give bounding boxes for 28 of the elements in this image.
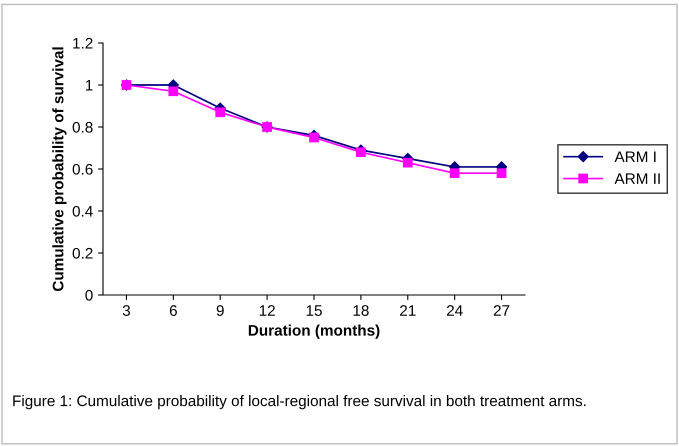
y-tick-label: 0.8 bbox=[72, 122, 93, 133]
y-tick-label: 1.2 bbox=[73, 38, 93, 49]
y-tick-label: 0 bbox=[85, 290, 93, 301]
legend-label: ARM II bbox=[614, 173, 660, 184]
point bbox=[450, 168, 460, 178]
x-tick-label: 18 bbox=[354, 305, 369, 316]
point bbox=[168, 86, 178, 96]
legend-label: ARM I bbox=[614, 152, 656, 162]
caption: Figure 1: Cumulative probability of local-regional free survival in both treatment arms. bbox=[13, 395, 586, 410]
point bbox=[356, 147, 366, 158]
x-tick-label: 9 bbox=[216, 305, 224, 316]
x-tick-label: 6 bbox=[170, 305, 177, 316]
y-axis-title: Cumulative probability of survival bbox=[52, 47, 66, 292]
y-tick-label: 0.2 bbox=[72, 248, 93, 259]
x-tick-label: 15 bbox=[306, 305, 322, 316]
point bbox=[496, 168, 506, 178]
point bbox=[215, 107, 226, 118]
point bbox=[402, 158, 413, 168]
x-tick-label: 27 bbox=[494, 305, 510, 316]
y-tick-label: 0.4 bbox=[72, 206, 93, 217]
y-tick-label: 0.6 bbox=[72, 164, 93, 175]
y-tick-label: 1 bbox=[86, 80, 93, 91]
x-tick-label: 12 bbox=[260, 305, 275, 316]
x-tick-label: 21 bbox=[400, 305, 416, 316]
x-tick-label: 3 bbox=[122, 305, 130, 316]
x-axis-title: Duration (months) bbox=[248, 324, 380, 339]
x-tick-label: 24 bbox=[446, 305, 463, 316]
point bbox=[309, 132, 319, 142]
